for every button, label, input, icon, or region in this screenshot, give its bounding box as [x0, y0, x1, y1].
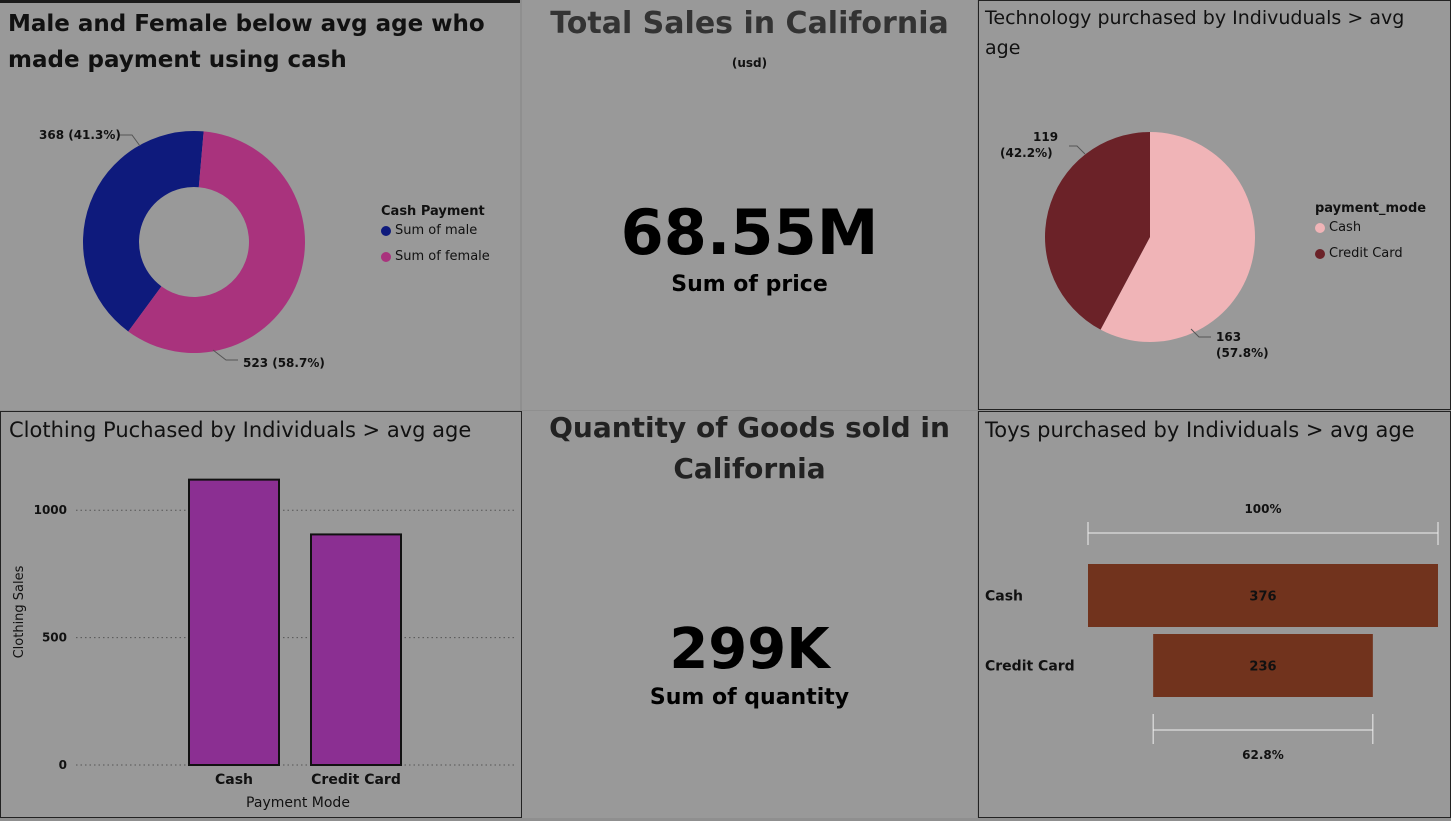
- funnel-bar-cash: [1088, 564, 1438, 627]
- funnel-top-pct: 100%: [1244, 502, 1281, 516]
- total-sales-label: Sum of price: [671, 272, 828, 297]
- tech-pie-title: Technology purchased by Indivuduals > av…: [985, 7, 1405, 59]
- x-tick-label: Credit Card: [311, 772, 401, 788]
- pie-label-credit-card-pct: (42.2%): [1000, 146, 1053, 160]
- legend-dot-credit-card: [1315, 248, 1325, 259]
- donut-label-male: 368 (41.3%): [39, 128, 121, 142]
- quantity-panel: Quantity of Goods sold in California 299…: [522, 411, 977, 818]
- total-sales-value: 68.55M: [620, 196, 879, 269]
- donut-title: Male and Female below avg age who made p…: [8, 11, 485, 73]
- legend-item-credit-card[interactable]: Credit Card: [1315, 246, 1426, 261]
- x-axis-label: Payment Mode: [246, 795, 350, 811]
- total-sales-panel: Total Sales in California (usd) 68.55M S…: [522, 0, 977, 410]
- bar-cash: [188, 478, 280, 767]
- funnel-category-label: Cash: [985, 589, 1023, 605]
- quantity-title-line1: Quantity of Goods sold in: [549, 411, 950, 444]
- pie-slice-credit-card: [1045, 132, 1150, 330]
- tech-legend: payment_mode Cash Credit Card: [1315, 201, 1426, 261]
- toys-funnel-chart: 100% 376 Cash 236 Credit Card 62.8%: [985, 502, 1439, 762]
- tech-legend-title: payment_mode: [1315, 201, 1427, 216]
- pie-label-cash-pct: (57.8%): [1216, 346, 1269, 360]
- panel-top-border: [0, 0, 520, 3]
- donut-legend-title: Cash Payment: [381, 204, 485, 219]
- donut-legend: Cash Payment Sum of male Sum of female: [381, 204, 490, 264]
- donut-leader-male: [118, 134, 141, 147]
- legend-label-credit-card: Credit Card: [1329, 246, 1403, 261]
- legend-item-female[interactable]: Sum of female: [381, 249, 490, 264]
- funnel-value-label: 376: [1249, 590, 1276, 605]
- pie-leader-credit-card: [1069, 145, 1086, 155]
- y-tick-label: 1000: [34, 503, 67, 517]
- pie-leader-cash: [1190, 328, 1211, 338]
- tech-pie-chart: 119 (42.2%) 163 (57.8%): [1000, 130, 1269, 360]
- clothing-bar-chart: 0 500 1000 Cash Credit Card Payment Mode Cloth…: [12, 478, 516, 811]
- y-tick-label: 0: [59, 758, 67, 772]
- funnel-bottom-pct: 62.8%: [1242, 748, 1284, 762]
- donut-slice-male: [83, 131, 204, 332]
- donut-leader-female: [212, 349, 238, 361]
- funnel-value-label: 236: [1249, 660, 1276, 675]
- quantity-label: Sum of quantity: [649, 685, 850, 710]
- donut-chart: 368 (41.3%) 523 (58.7%): [39, 128, 325, 370]
- donut-slice-female: [128, 131, 306, 353]
- y-tick-label: 500: [42, 631, 67, 645]
- pie-label-cash-value: 163: [1216, 330, 1241, 344]
- quantity-title-line2: California: [673, 452, 826, 485]
- funnel-category-label: Credit Card: [985, 659, 1075, 675]
- tech-pie-panel: Technology purchased by Indivuduals > av…: [978, 0, 1451, 410]
- legend-label-male: Sum of male: [395, 223, 478, 238]
- pie-slice-cash: [1100, 132, 1255, 342]
- donut-panel: Male and Female below avg age who made p…: [0, 0, 520, 410]
- pie-label-credit-card-value: 119: [1033, 130, 1058, 144]
- clothing-title: Clothing Puchased by Individuals > avg a…: [9, 418, 472, 442]
- toys-title: Toys purchased by Individuals > avg age: [985, 418, 1415, 442]
- clothing-panel: Clothing Puchased by Individuals > avg a…: [0, 411, 522, 818]
- funnel-bar-credit-card: [1153, 634, 1373, 697]
- legend-item-cash[interactable]: Cash: [1315, 220, 1426, 235]
- legend-label-female: Sum of female: [395, 249, 490, 264]
- x-tick-label: Cash: [215, 772, 253, 788]
- y-axis-label: Clothing Sales: [12, 565, 27, 658]
- legend-label-cash: Cash: [1329, 220, 1362, 235]
- bar-credit-card: [310, 533, 402, 766]
- toys-panel: Toys purchased by Individuals > avg age …: [978, 411, 1451, 818]
- legend-dot-male: [381, 225, 391, 236]
- legend-dot-cash: [1315, 222, 1325, 233]
- donut-label-female: 523 (58.7%): [243, 356, 325, 370]
- legend-dot-female: [381, 251, 391, 262]
- legend-item-male[interactable]: Sum of male: [381, 223, 490, 238]
- total-sales-title: Total Sales in California: [550, 6, 949, 41]
- total-sales-subtitle: (usd): [731, 56, 768, 70]
- quantity-value: 299K: [669, 617, 830, 682]
